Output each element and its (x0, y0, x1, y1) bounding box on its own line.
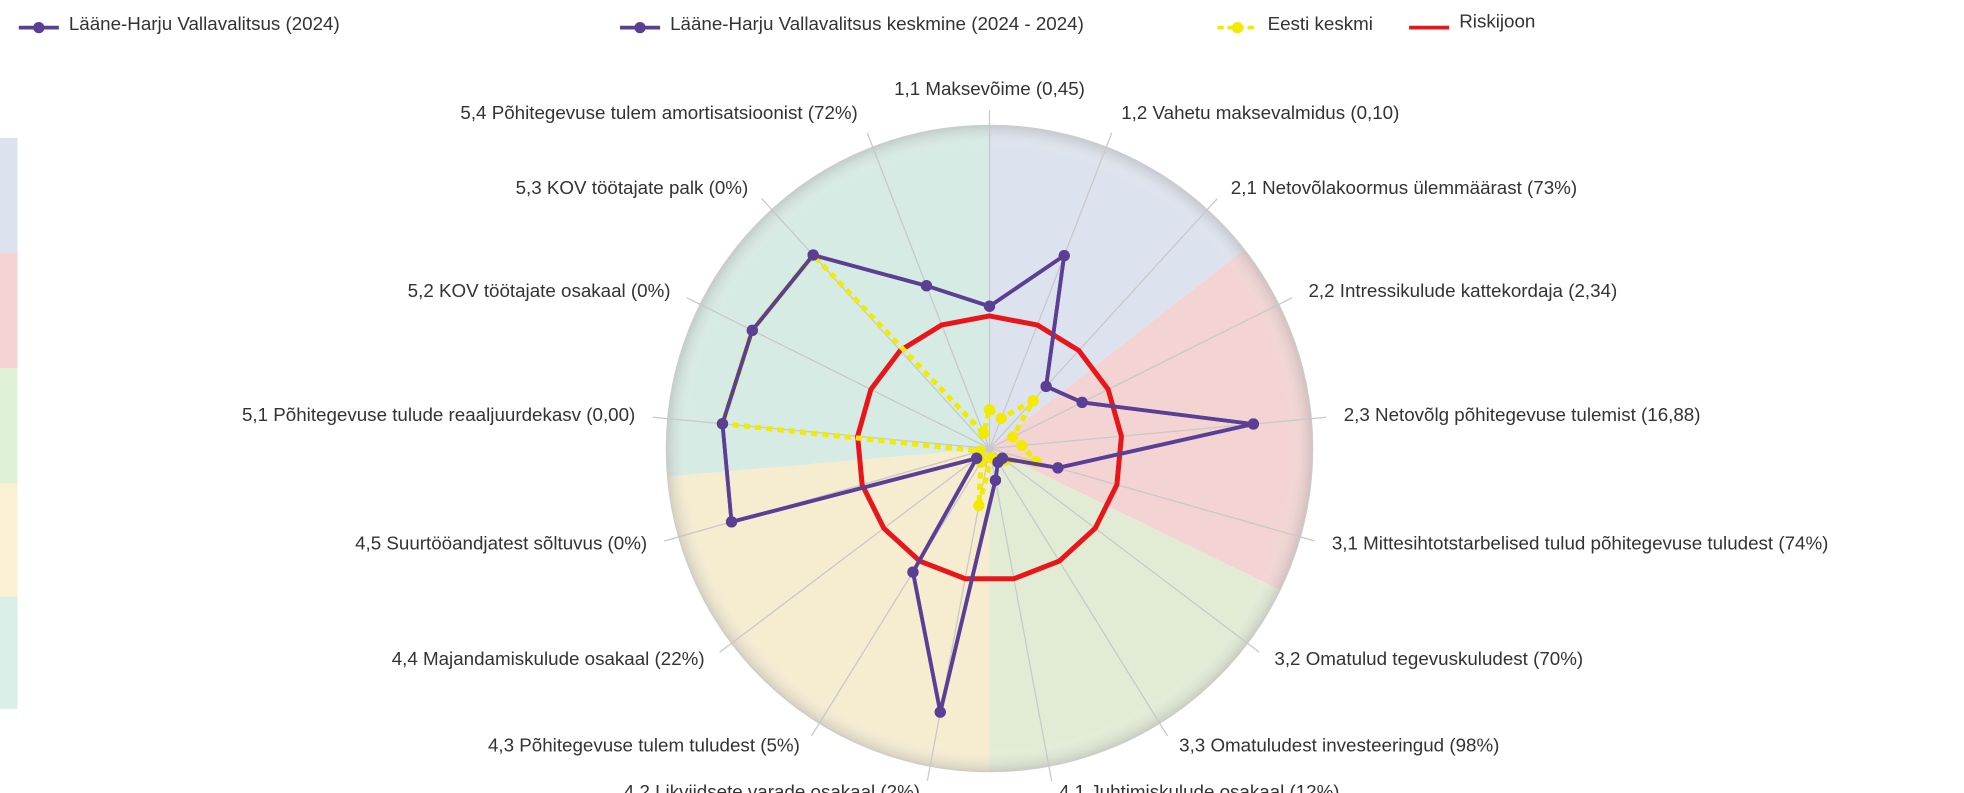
series-point (978, 427, 990, 440)
series-point (1027, 395, 1039, 407)
series-point (1247, 418, 1260, 430)
series-line (855, 313, 1124, 582)
spoke (988, 132, 1113, 449)
series-point (989, 474, 1002, 486)
series-line (720, 251, 1254, 713)
group-strip (0, 596, 18, 710)
legend-label: Lääne-Harju Vallavalitsus (2024) (69, 13, 340, 34)
category-label: 4,3 Põhitegevuse tulem tuludest (5%) (488, 735, 800, 756)
series-point (1007, 431, 1019, 443)
category-label: 5,3 KOV töötajate palk (0%) (516, 177, 749, 198)
category-label: 2,2 Intressikulude kattekordaja (2,34) (1308, 280, 1617, 301)
category-label: 5,2 KOV töötajate osakaal (0%) (408, 280, 671, 301)
legend-marker (33, 21, 45, 34)
spoke (989, 447, 1260, 653)
legend-label: Riskijoon (1459, 11, 1535, 32)
group-strip (0, 137, 18, 254)
category-label: 2,1 Netovõlakoormus ülemmäärast (73%) (1231, 177, 1577, 198)
series-point (807, 249, 819, 261)
series-point (1058, 249, 1070, 262)
group-strip (0, 368, 18, 484)
series-point (1040, 380, 1052, 393)
series-point (920, 280, 933, 292)
category-label: 3,2 Omatulud tegevuskuludest (70%) (1274, 648, 1583, 669)
spoke (652, 416, 990, 450)
spoke (719, 447, 990, 653)
category-label: 4,4 Majandamiskulude osakaal (22%) (392, 648, 705, 669)
series-point (995, 412, 1007, 424)
category-label: 2,3 Netovõlg põhitegevuse tulemist (16,8… (1344, 404, 1701, 425)
series-point (746, 324, 758, 337)
category-label: 5,4 Põhitegevuse tulem amortisatsioonist… (460, 102, 857, 123)
series-point (983, 300, 996, 312)
series-point (1076, 396, 1088, 409)
series-point (992, 456, 1004, 468)
series-point (983, 404, 996, 416)
group-strip (0, 253, 18, 369)
legend: Lääne-Harju Vallavalitsus (2024) Lääne-Ha… (18, 11, 1535, 34)
category-label: 1,1 Maksevõime (0,45) (894, 78, 1085, 99)
category-label: 4,2 Likviidsete varade osakaal (2%) (624, 781, 920, 793)
series-point (973, 500, 985, 512)
series-point (1016, 439, 1028, 452)
plot: 1,1 Maksevõime (0,45) 1,2 Vahetu makseval… (242, 78, 1828, 793)
category-label: 3,3 Omatuludest investeeringud (98%) (1179, 735, 1499, 756)
series-point (907, 566, 919, 578)
series-point (725, 516, 738, 528)
legend-label: Eesti keskmi (1268, 13, 1373, 34)
series-point (970, 452, 983, 464)
spoke (989, 416, 1327, 450)
series-point (716, 418, 729, 430)
series-line (719, 251, 1042, 507)
spoke (686, 297, 990, 450)
group-strip (0, 483, 18, 597)
legend-marker (634, 21, 646, 34)
series-point (1052, 462, 1064, 474)
category-label: 3,1 Mittesihtotstarbelised tulud põhiteg… (1332, 532, 1829, 553)
legend-label: Lääne-Harju Vallavalitsus keskmine (2024… (670, 13, 1084, 34)
spoke (988, 448, 1053, 782)
series-point (934, 706, 946, 718)
spoke (664, 447, 990, 542)
spoke (988, 448, 1169, 737)
category-label: 4,5 Suurtööandjatest sõltuvus (0%) (355, 532, 647, 553)
spoke (810, 448, 991, 737)
category-label: 4,1 Juhtimiskulude osakaal (12%) (1059, 781, 1340, 793)
category-label: 5,1 Põhitegevuse tulude reaaljuurdekasv … (242, 404, 635, 425)
spoke (989, 297, 1293, 450)
legend-marker (1231, 21, 1244, 34)
spoke (761, 198, 990, 449)
category-label: 1,2 Vahetu maksevalmidus (0,10) (1121, 102, 1399, 123)
